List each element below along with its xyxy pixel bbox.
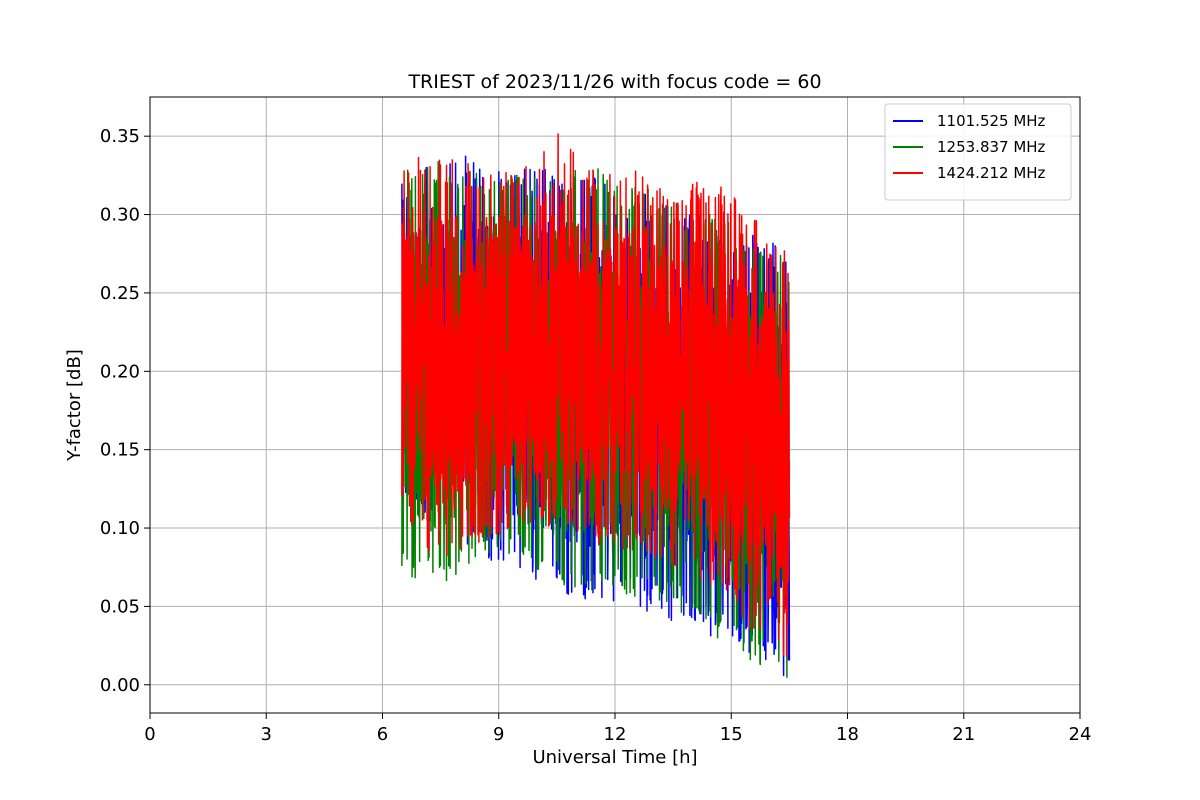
x-tick-label: 21 — [952, 724, 975, 745]
series-layer — [401, 133, 791, 678]
series-line-2 — [401, 133, 791, 658]
y-tick-label: 0.10 — [100, 518, 140, 539]
y-axis: 0.00 0.05 0.10 0.15 0.20 0.25 0.30 0.35 — [100, 126, 150, 696]
y-tick-label: 0.05 — [100, 596, 140, 617]
y-tick-label: 0.20 — [100, 361, 140, 382]
x-axis: 0 3 6 9 12 15 18 21 24 — [144, 713, 1091, 745]
legend-box — [884, 103, 1072, 201]
x-tick-label: 6 — [377, 724, 388, 745]
y-axis-label: Y-factor [dB] — [64, 349, 85, 462]
x-tick-label: 12 — [604, 724, 627, 745]
x-tick-label: 3 — [261, 724, 272, 745]
legend-label: 1101.525 MHz — [937, 112, 1046, 130]
x-tick-label: 15 — [720, 724, 743, 745]
y-tick-label: 0.35 — [100, 126, 140, 147]
chart-title: TRIEST of 2023/11/26 with focus code = 6… — [407, 71, 821, 93]
y-tick-label: 0.00 — [100, 675, 140, 696]
legend-label: 1253.837 MHz — [937, 138, 1046, 156]
legend-label: 1424.212 MHz — [937, 164, 1046, 182]
x-tick-label: 18 — [836, 724, 859, 745]
x-tick-label: 0 — [144, 724, 155, 745]
legend: 1101.525 MHz 1253.837 MHz 1424.212 MHz — [884, 103, 1072, 201]
y-tick-label: 0.25 — [100, 283, 140, 304]
x-axis-label: Universal Time [h] — [532, 747, 697, 768]
x-tick-label: 24 — [1069, 724, 1092, 745]
x-tick-label: 9 — [493, 724, 504, 745]
y-tick-label: 0.15 — [100, 440, 140, 461]
y-tick-label: 0.30 — [100, 205, 140, 226]
